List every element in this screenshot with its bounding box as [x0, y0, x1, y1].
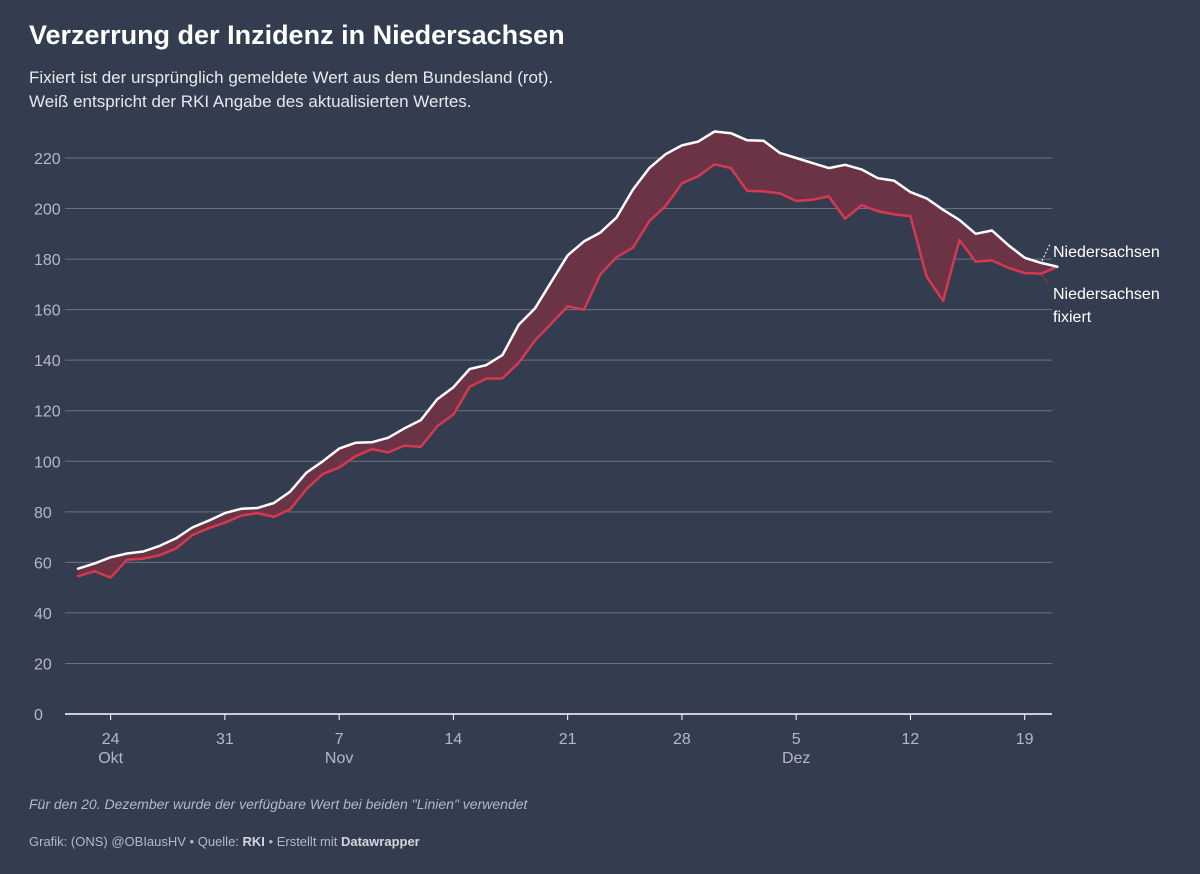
x-tick-label-19: 19 — [1016, 731, 1034, 748]
gridlines: 0 20 40 60 80 100 120 140 160 180 200 220 — [34, 151, 1052, 724]
footer-tool-link[interactable]: Datawrapper — [340, 834, 420, 849]
series-labels: Niedersachsen Niedersachsen fixiert — [1041, 243, 1160, 326]
series-label-updated: Niedersachsen — [1053, 244, 1160, 261]
chart-title: Verzerrung der Inzidenz in Niedersachsen — [29, 20, 565, 50]
subtitle-line-2: Weiß entspricht der RKI Angabe des aktua… — [29, 92, 472, 111]
subtitle-line-1: Fixiert ist der ursprünglich gemeldete W… — [29, 68, 554, 87]
x-tick-label-7: 7 — [335, 731, 344, 748]
label-connector-fixed — [1041, 275, 1050, 285]
x-tick-label-24: 24 — [102, 731, 120, 748]
series-lines — [76, 130, 1059, 579]
series-label-fixed-line1: Niedersachsen — [1053, 286, 1160, 303]
y-tick-label-120: 120 — [34, 404, 61, 421]
chart-subtitle: Fixiert ist der ursprünglich gemeldete W… — [29, 66, 553, 114]
gap-area — [78, 131, 1058, 578]
x-month-label-okt: Okt — [98, 750, 123, 767]
y-tick-label-160: 160 — [34, 303, 61, 320]
label-connector-updated — [1041, 243, 1051, 262]
x-tick-label-28: 28 — [673, 731, 691, 748]
chart-footer: Grafik: (ONS) @OBIausHV • Quelle: RKI • … — [29, 834, 420, 849]
y-tick-label-20: 20 — [34, 656, 52, 673]
y-tick-label-40: 40 — [34, 606, 52, 623]
series-updated-line — [76, 130, 1059, 570]
y-tick-label-220: 220 — [34, 151, 61, 168]
x-month-label-nov: Nov — [325, 750, 353, 767]
series-fixed-line — [76, 163, 1059, 579]
y-tick-label-0: 0 — [34, 707, 43, 724]
footer-source-link[interactable]: RKI — [242, 834, 265, 849]
y-tick-label-200: 200 — [34, 202, 61, 219]
y-tick-label-60: 60 — [34, 555, 52, 572]
x-tick-label-31: 31 — [216, 731, 234, 748]
x-tick-label-5: 5 — [792, 731, 801, 748]
y-tick-label-180: 180 — [34, 252, 61, 269]
series-label-fixed-line2: fixiert — [1053, 309, 1092, 326]
y-tick-label-100: 100 — [34, 454, 61, 471]
y-tick-label-140: 140 — [34, 353, 61, 370]
gap-fill-area — [78, 131, 1058, 578]
chart-note: Für den 20. Dezember wurde der verfügbar… — [29, 796, 528, 812]
axes: 24 Okt 31 7 Nov 14 21 28 5 Dez 12 19 — [65, 713, 1052, 767]
footer-prefix: Grafik: (ONS) @OBIausHV • Quelle: — [29, 834, 243, 849]
x-month-label-dez: Dez — [782, 750, 810, 767]
x-tick-label-12: 12 — [902, 731, 920, 748]
x-tick-label-21: 21 — [559, 731, 577, 748]
footer-middle: • Erstellt mit — [264, 834, 341, 849]
x-tick-label-14: 14 — [445, 731, 463, 748]
y-tick-label-80: 80 — [34, 505, 52, 522]
